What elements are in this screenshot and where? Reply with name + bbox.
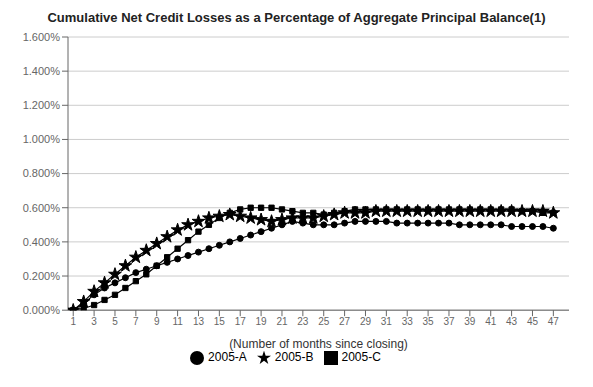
svg-text:47: 47	[548, 316, 560, 327]
svg-text:37: 37	[443, 316, 455, 327]
html-text:2005-B: 2005-B	[274, 350, 314, 365]
svg-text:15: 15	[214, 316, 226, 327]
svg-text:1.200%: 1.200%	[23, 99, 61, 111]
svg-text:31: 31	[381, 316, 393, 327]
svg-text:0.800%: 0.800%	[23, 167, 61, 179]
html-text:Cumulative Net Credit Losses a: Cumulative Net Credit Losses as a Percen…	[47, 10, 546, 25]
svg-text:3: 3	[91, 316, 97, 327]
svg-text:33: 33	[402, 316, 414, 327]
svg-text:41: 41	[485, 316, 497, 327]
svg-text:1.000%: 1.000%	[23, 133, 61, 145]
svg-text:25: 25	[318, 316, 330, 327]
svg-text:1.600%: 1.600%	[23, 31, 61, 43]
svg-text:0.600%: 0.600%	[23, 202, 61, 214]
svg-text:0.400%: 0.400%	[23, 236, 61, 248]
html-text:2005-A: 2005-A	[208, 350, 247, 365]
html-text:2005-C: 2005-C	[341, 350, 381, 365]
svg-text:29: 29	[360, 316, 372, 327]
svg-text:(Number of months since closin: (Number of months since closing)	[229, 337, 408, 351]
svg-text:17: 17	[235, 316, 247, 327]
svg-text:1: 1	[70, 316, 76, 327]
svg-text:43: 43	[506, 316, 518, 327]
svg-text:45: 45	[527, 316, 539, 327]
svg-text:7: 7	[133, 316, 139, 327]
svg-text:0.200%: 0.200%	[23, 270, 61, 282]
svg-text:9: 9	[154, 316, 160, 327]
svg-text:23: 23	[297, 316, 309, 327]
svg-text:39: 39	[464, 316, 476, 327]
svg-text:0.000%: 0.000%	[23, 304, 61, 316]
svg-text:27: 27	[339, 316, 351, 327]
svg-text:35: 35	[423, 316, 435, 327]
svg-text:19: 19	[256, 316, 268, 327]
svg-text:11: 11	[172, 316, 183, 327]
svg-text:21: 21	[276, 316, 288, 327]
svg-text:1.400%: 1.400%	[23, 65, 61, 77]
svg-text:5: 5	[112, 316, 118, 327]
svg-text:13: 13	[193, 316, 205, 327]
